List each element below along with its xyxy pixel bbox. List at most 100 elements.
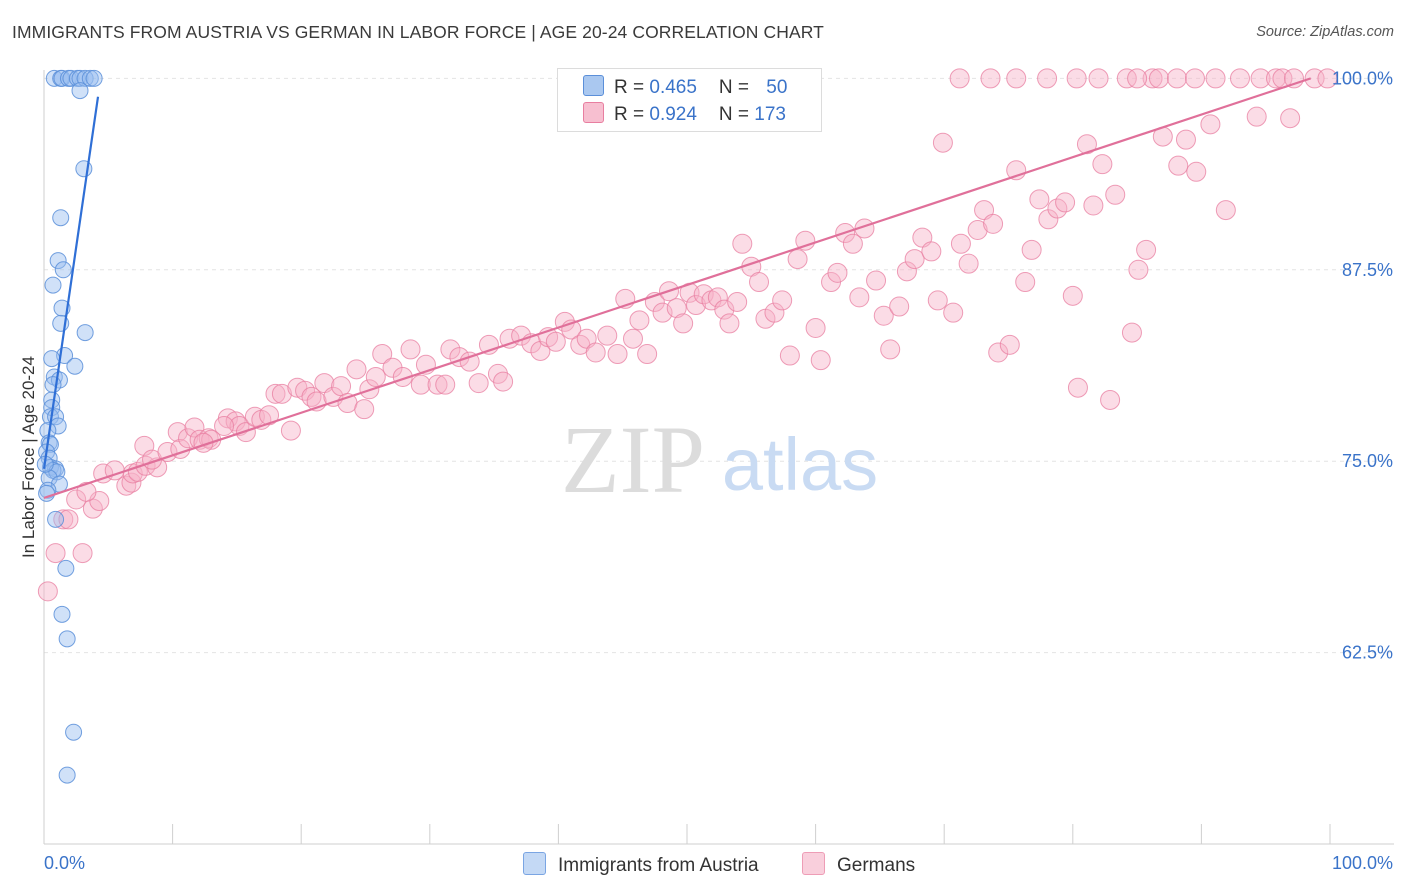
point-germans xyxy=(943,302,964,323)
point-germans xyxy=(1029,189,1050,210)
point-germans xyxy=(354,399,375,420)
point-germans xyxy=(1166,68,1187,89)
point-germans xyxy=(607,344,628,364)
point-germans xyxy=(983,213,1004,234)
point-austria xyxy=(44,276,62,294)
point-austria xyxy=(66,357,84,375)
point-germans xyxy=(1215,200,1236,221)
point-germans xyxy=(827,262,848,283)
point-germans xyxy=(719,313,740,334)
legend-row-austria: R = 0.465 N = 50 xyxy=(583,75,787,99)
point-germans xyxy=(1205,68,1226,89)
point-germans xyxy=(1229,68,1250,89)
point-germans xyxy=(493,371,514,392)
point-germans xyxy=(1055,192,1076,213)
legend-n-germans: 173 xyxy=(754,104,786,125)
point-germans xyxy=(950,233,971,254)
point-germans xyxy=(1168,155,1189,176)
point-germans xyxy=(772,290,793,311)
point-germans xyxy=(214,415,235,436)
point-germans xyxy=(1265,68,1286,89)
point-germans xyxy=(410,374,431,395)
point-germans xyxy=(265,383,286,404)
point-germans xyxy=(666,298,687,319)
point-germans xyxy=(958,253,979,274)
watermark: ZIP atlas xyxy=(561,406,878,513)
point-germans xyxy=(1127,68,1148,89)
point-austria xyxy=(38,484,56,502)
point-germans xyxy=(727,291,748,312)
legend-swatch-austria xyxy=(583,75,604,96)
legend-r-label: R = xyxy=(614,77,650,98)
point-germans xyxy=(629,310,650,331)
point-germans xyxy=(93,463,114,484)
point-germans xyxy=(949,68,970,89)
point-germans xyxy=(58,509,79,530)
legend-n-austria: 50 xyxy=(766,77,788,98)
point-austria xyxy=(49,252,67,270)
point-germans xyxy=(999,334,1020,355)
point-germans xyxy=(810,350,831,371)
point-germans xyxy=(1092,154,1113,175)
point-germans xyxy=(184,417,205,438)
point-germans xyxy=(673,313,694,334)
point-germans xyxy=(880,339,901,360)
point-germans xyxy=(932,132,953,153)
point-germans xyxy=(72,543,93,564)
point-germans xyxy=(1105,184,1126,205)
point-germans xyxy=(889,296,910,317)
axes xyxy=(43,70,1394,845)
point-germans xyxy=(1246,106,1267,127)
legend-r-germans: 0.924 xyxy=(649,104,697,125)
point-austria xyxy=(62,69,80,87)
point-germans xyxy=(271,383,292,404)
point-germans xyxy=(904,249,925,270)
legend-r-label: R = xyxy=(614,104,650,125)
y-tick-label: 75.0% xyxy=(1342,451,1393,471)
point-germans xyxy=(585,342,606,363)
point-germans xyxy=(795,230,816,251)
point-germans xyxy=(365,366,386,387)
tick-labels: 62.5% 75.0% 87.5% 100.0% 0.0% 100.0% xyxy=(44,68,1393,873)
watermark-atlas: atlas xyxy=(722,423,878,506)
point-austria xyxy=(71,69,89,87)
point-germans xyxy=(1088,68,1109,89)
point-germans xyxy=(764,302,785,323)
point-germans xyxy=(545,331,566,352)
bottom-legend-swatch-germans xyxy=(802,852,825,875)
germans-points xyxy=(37,68,1338,602)
point-austria xyxy=(54,261,72,279)
point-austria xyxy=(85,69,103,87)
point-germans xyxy=(346,359,367,380)
point-germans xyxy=(427,374,448,395)
trend-line-germans xyxy=(43,77,1312,499)
point-austria xyxy=(47,510,65,528)
point-germans xyxy=(1006,68,1027,89)
point-germans xyxy=(707,287,728,308)
point-germans xyxy=(1037,68,1058,89)
y-axis-label: In Labor Force | Age 20-24 xyxy=(19,356,38,558)
point-germans xyxy=(787,249,808,270)
bottom-legend-germans: Germans xyxy=(802,852,915,877)
point-germans xyxy=(1175,129,1196,150)
y-tick-label: 100.0% xyxy=(1332,68,1393,88)
point-germans xyxy=(1116,68,1137,89)
point-germans xyxy=(1186,161,1207,182)
point-austria xyxy=(58,630,76,648)
point-austria xyxy=(57,559,75,577)
point-germans xyxy=(749,272,770,293)
point-austria xyxy=(52,209,70,227)
point-germans xyxy=(805,317,826,338)
point-germans xyxy=(1076,134,1097,155)
point-austria xyxy=(53,605,71,623)
point-germans xyxy=(686,295,707,315)
point-germans xyxy=(287,377,308,398)
legend-box: R = 0.465 N = 50 R = 0.924 N = 173 xyxy=(557,68,822,132)
legend-row-germans: R = 0.924 N = 173 xyxy=(583,102,786,126)
trend-line-austria xyxy=(42,96,100,470)
legend-n-label: N = xyxy=(718,104,755,125)
bottom-legend-label-austria: Immigrants from Austria xyxy=(558,855,759,876)
point-germans xyxy=(66,489,87,510)
point-germans xyxy=(1121,322,1142,343)
